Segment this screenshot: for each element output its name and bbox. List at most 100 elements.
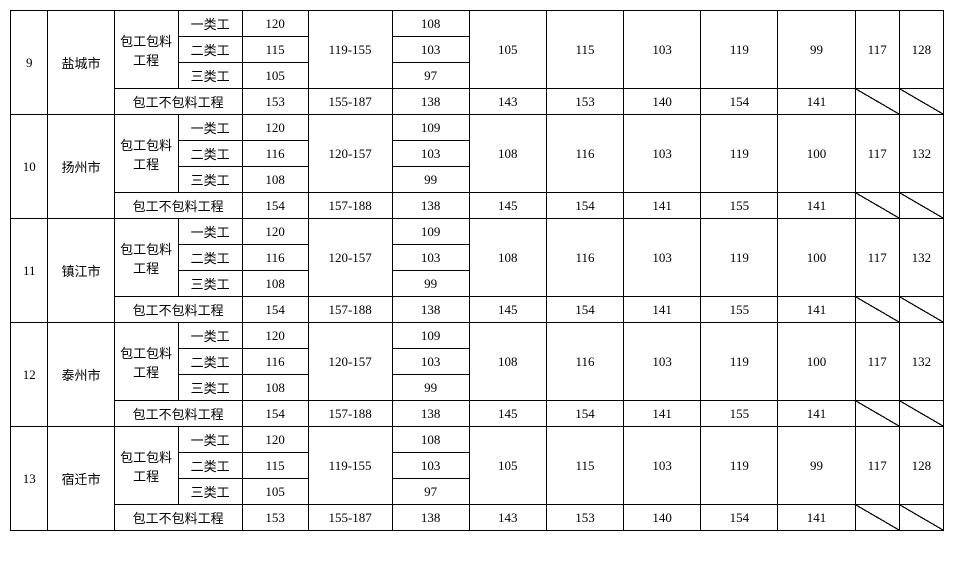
project-type-incl: 包工包料工程 xyxy=(114,323,178,401)
cell: 115 xyxy=(546,427,623,505)
table-row: 11镇江市包工包料工程一类工120120-1571091081161031191… xyxy=(11,219,944,245)
cell: 99 xyxy=(778,11,855,89)
cell: 153 xyxy=(546,505,623,531)
cell: 103 xyxy=(392,141,469,167)
cell: 97 xyxy=(392,63,469,89)
work-type-3: 三类工 xyxy=(178,271,242,297)
cell: 155 xyxy=(701,401,778,427)
table-row: 13宿迁市包工包料工程一类工120119-1551081051151031199… xyxy=(11,427,944,453)
cell: 153 xyxy=(242,505,308,531)
project-type-excl: 包工不包料工程 xyxy=(114,505,242,531)
city-name: 扬州市 xyxy=(48,115,114,219)
cell: 154 xyxy=(242,401,308,427)
cell: 103 xyxy=(392,349,469,375)
project-type-incl: 包工包料工程 xyxy=(114,11,178,89)
work-type-1: 一类工 xyxy=(178,219,242,245)
cell: 128 xyxy=(899,11,943,89)
cell: 109 xyxy=(392,323,469,349)
cell: 128 xyxy=(899,427,943,505)
cell: 132 xyxy=(899,219,943,297)
cell: 141 xyxy=(778,401,855,427)
cell: 153 xyxy=(546,89,623,115)
work-type-3: 三类工 xyxy=(178,479,242,505)
table-row: 包工不包料工程154157-188138145154141155141 xyxy=(11,297,944,323)
cell: 100 xyxy=(778,219,855,297)
cell: 157-188 xyxy=(308,193,392,219)
row-index: 9 xyxy=(11,11,48,115)
cell: 120 xyxy=(242,427,308,453)
cell: 138 xyxy=(392,89,469,115)
cell: 154 xyxy=(546,401,623,427)
cell: 120 xyxy=(242,323,308,349)
cell: 108 xyxy=(242,375,308,401)
cell: 117 xyxy=(855,11,899,89)
cell: 108 xyxy=(392,427,469,453)
cell: 108 xyxy=(392,11,469,37)
cell: 120 xyxy=(242,115,308,141)
empty-slash-cell xyxy=(899,89,943,115)
cell: 116 xyxy=(242,245,308,271)
cell: 103 xyxy=(392,37,469,63)
cell: 143 xyxy=(469,505,546,531)
cell: 115 xyxy=(242,453,308,479)
cell: 138 xyxy=(392,505,469,531)
cell: 120 xyxy=(242,219,308,245)
cell: 116 xyxy=(242,349,308,375)
work-type-1: 一类工 xyxy=(178,427,242,453)
cell: 117 xyxy=(855,427,899,505)
cell: 155-187 xyxy=(308,89,392,115)
project-type-incl: 包工包料工程 xyxy=(114,427,178,505)
city-name: 盐城市 xyxy=(48,11,114,115)
range-cell: 120-157 xyxy=(308,323,392,401)
cell: 155 xyxy=(701,297,778,323)
empty-slash-cell xyxy=(899,505,943,531)
cell: 115 xyxy=(546,11,623,89)
project-type-excl: 包工不包料工程 xyxy=(114,89,242,115)
work-type-1: 一类工 xyxy=(178,11,242,37)
empty-slash-cell xyxy=(855,89,899,115)
project-type-excl: 包工不包料工程 xyxy=(114,297,242,323)
cell: 100 xyxy=(778,323,855,401)
table-row: 12泰州市包工包料工程一类工120120-1571091081161031191… xyxy=(11,323,944,349)
cell: 105 xyxy=(242,63,308,89)
cell: 103 xyxy=(624,219,701,297)
cell: 140 xyxy=(624,505,701,531)
row-index: 10 xyxy=(11,115,48,219)
cell: 119 xyxy=(701,11,778,89)
row-index: 13 xyxy=(11,427,48,531)
work-type-2: 二类工 xyxy=(178,37,242,63)
cell: 116 xyxy=(546,219,623,297)
cell: 138 xyxy=(392,401,469,427)
empty-slash-cell xyxy=(855,193,899,219)
cell: 99 xyxy=(392,271,469,297)
table-row: 包工不包料工程153155-187138143153140154141 xyxy=(11,505,944,531)
work-type-3: 三类工 xyxy=(178,375,242,401)
cell: 157-188 xyxy=(308,297,392,323)
cell: 116 xyxy=(242,141,308,167)
cell: 105 xyxy=(242,479,308,505)
cell: 145 xyxy=(469,297,546,323)
cell: 100 xyxy=(778,115,855,193)
cell: 119 xyxy=(701,115,778,193)
cell: 105 xyxy=(469,427,546,505)
work-type-1: 一类工 xyxy=(178,323,242,349)
cell: 154 xyxy=(701,505,778,531)
cell: 117 xyxy=(855,115,899,193)
range-cell: 120-157 xyxy=(308,219,392,297)
cell: 103 xyxy=(624,115,701,193)
cell: 155 xyxy=(701,193,778,219)
cell: 154 xyxy=(242,193,308,219)
empty-slash-cell xyxy=(855,297,899,323)
work-type-3: 三类工 xyxy=(178,167,242,193)
row-index: 12 xyxy=(11,323,48,427)
cell: 120 xyxy=(242,11,308,37)
cell: 138 xyxy=(392,297,469,323)
cell: 115 xyxy=(242,37,308,63)
cell: 97 xyxy=(392,479,469,505)
cell: 103 xyxy=(624,323,701,401)
cell: 109 xyxy=(392,115,469,141)
cell: 141 xyxy=(778,193,855,219)
project-type-incl: 包工包料工程 xyxy=(114,115,178,193)
cell: 141 xyxy=(778,505,855,531)
empty-slash-cell xyxy=(855,401,899,427)
